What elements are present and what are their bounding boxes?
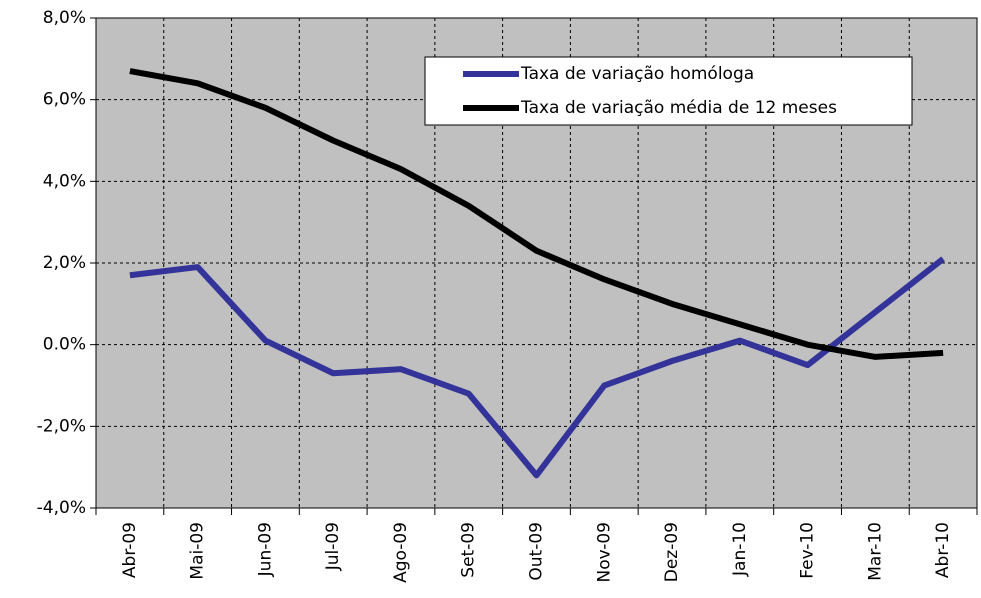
x-tick-label: Out-09 — [527, 522, 547, 581]
x-tick-label: Jun-09 — [255, 522, 275, 577]
series-line — [129, 256, 945, 479]
y-tick-label: 0.0% — [43, 335, 86, 355]
y-tick-label: 2,0% — [43, 253, 86, 273]
x-tick-label: Jul-09 — [323, 522, 343, 571]
y-tick-label: 6,0% — [43, 90, 86, 110]
series-line — [129, 68, 944, 360]
legend-label: Taxa de variação média de 12 meses — [520, 98, 837, 118]
y-tick-label: 8,0% — [43, 8, 86, 28]
x-tick-label: Nov-09 — [594, 522, 614, 583]
x-tick-label: Fev-10 — [798, 522, 818, 579]
y-tick-label: 4,0% — [43, 171, 86, 191]
x-tick-label: Abr-09 — [120, 522, 140, 578]
legend-label: Taxa de variação homóloga — [520, 64, 754, 84]
x-tick-label: Abr-10 — [933, 522, 953, 578]
x-tick-label: Set-09 — [459, 522, 479, 578]
x-tick-label: Jan-10 — [730, 522, 750, 577]
y-tick-label: -2,0% — [37, 416, 86, 436]
x-tick-label: Mai-09 — [188, 522, 208, 580]
x-tick-label: Mar-10 — [865, 522, 885, 581]
y-tick-label: -4,0% — [37, 498, 86, 518]
legend-box — [424, 56, 913, 126]
x-tick-label: Dez-09 — [662, 522, 682, 582]
x-tick-label: Ago-09 — [391, 522, 411, 583]
plot-border — [95, 17, 978, 509]
